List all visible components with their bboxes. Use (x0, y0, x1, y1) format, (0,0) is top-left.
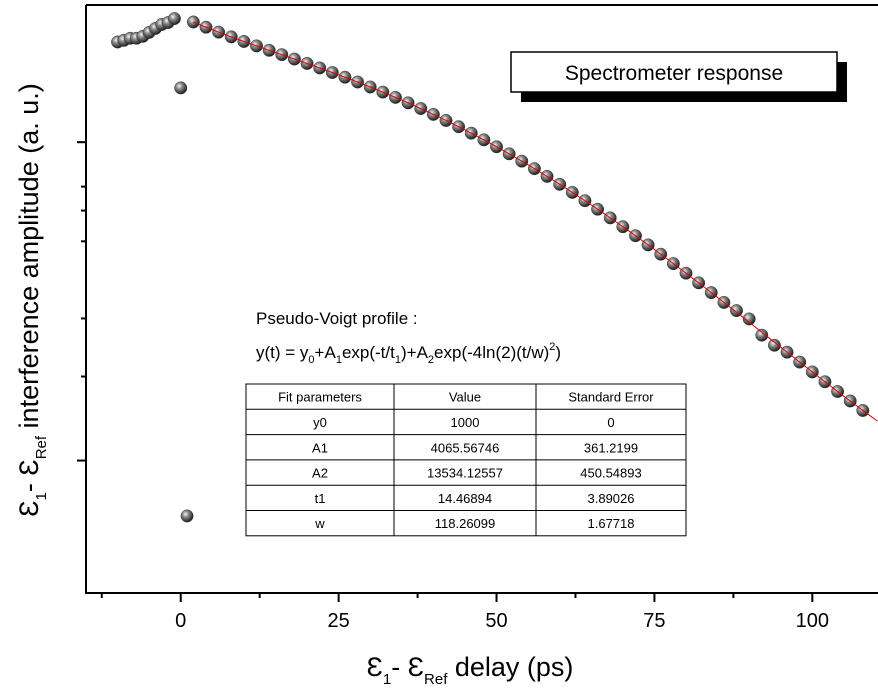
table-cell: A1 (312, 440, 328, 455)
plot-area (111, 12, 878, 523)
x-tick-label: 75 (643, 610, 665, 632)
fit-formula: y(t) = y0+A1exp(-t/t1)+A2exp(-4ln(2)(t/w… (256, 341, 561, 366)
formula-subscript: 1 (336, 354, 342, 366)
fit-curve (193, 21, 878, 422)
x-tick-label: 50 (485, 610, 507, 632)
formula-part: ) (555, 343, 561, 362)
formula-part: exp(-4ln(2)(t/w) (434, 343, 549, 362)
data-point (755, 328, 769, 342)
formula-subscript: 0 (308, 354, 314, 366)
table-cell: 14.46894 (438, 491, 492, 506)
formula-part: exp(-t/t (342, 343, 395, 362)
label-part: interference amplitude (a. u.) (14, 83, 44, 436)
fit-title: Pseudo-Voigt profile : (256, 309, 418, 328)
x-tick-label: 100 (796, 610, 829, 632)
table-cell: 118.26099 (435, 516, 496, 531)
label-part: Ɛ (14, 500, 44, 516)
y-axis-label: Ɛ1- ƐRef interference amplitude (a. u.) (14, 83, 50, 517)
table-cell: A2 (312, 466, 328, 481)
table-cell: 4065.56746 (431, 440, 500, 455)
table-cell: 1.67718 (588, 516, 635, 531)
data-point (742, 312, 756, 326)
data-point (730, 304, 743, 318)
label-part: - Ɛ (14, 459, 44, 492)
table-header-cell: Standard Error (568, 390, 654, 405)
table-cell: 450.54893 (580, 466, 641, 481)
table-cell: t1 (315, 491, 326, 506)
formula-part: y(t) = y (256, 343, 309, 362)
x-axis-label: Ɛ1- ƐRef delay (ps) (367, 652, 574, 688)
x-tick-label: 25 (328, 610, 350, 632)
table-cell: 3.89026 (588, 491, 635, 506)
formula-part: )+A (401, 343, 429, 362)
fit-table: Fit parameters Value Standard Error y0 1000 0… (245, 383, 687, 537)
data-point (174, 81, 188, 95)
label-subscript: Ref (33, 435, 50, 459)
formula-part: +A (315, 343, 337, 362)
legend-box (510, 51, 838, 93)
table-cell: w (314, 516, 325, 531)
table-cell: 361.2199 (584, 440, 638, 455)
legend: Spectrometer response (510, 51, 847, 102)
table-cell: 13534.12557 (427, 466, 503, 481)
formula-superscript: 2 (549, 341, 555, 353)
data-point (186, 15, 200, 29)
table-header-cell: Value (449, 390, 481, 405)
label-part: Ɛ (367, 652, 383, 682)
data-point (767, 338, 781, 352)
label-part: - Ɛ (391, 652, 424, 682)
label-subscript: Ref (424, 671, 448, 688)
formula-subscript: 2 (428, 354, 434, 366)
x-tick-label: 0 (175, 610, 186, 632)
data-point (167, 12, 181, 26)
label-subscript: 1 (383, 671, 391, 688)
legend-text: Spectrometer response (565, 62, 783, 85)
data-point (180, 509, 194, 523)
label-part: delay (ps) (447, 652, 573, 682)
label-subscript: 1 (33, 492, 50, 500)
table-cell: 0 (607, 415, 614, 430)
axes (85, 4, 878, 594)
formula-subscript: 1 (395, 354, 401, 366)
table-cell: 1000 (451, 415, 480, 430)
table-header-cell: Fit parameters (278, 390, 362, 405)
table-cell: y0 (313, 415, 327, 430)
